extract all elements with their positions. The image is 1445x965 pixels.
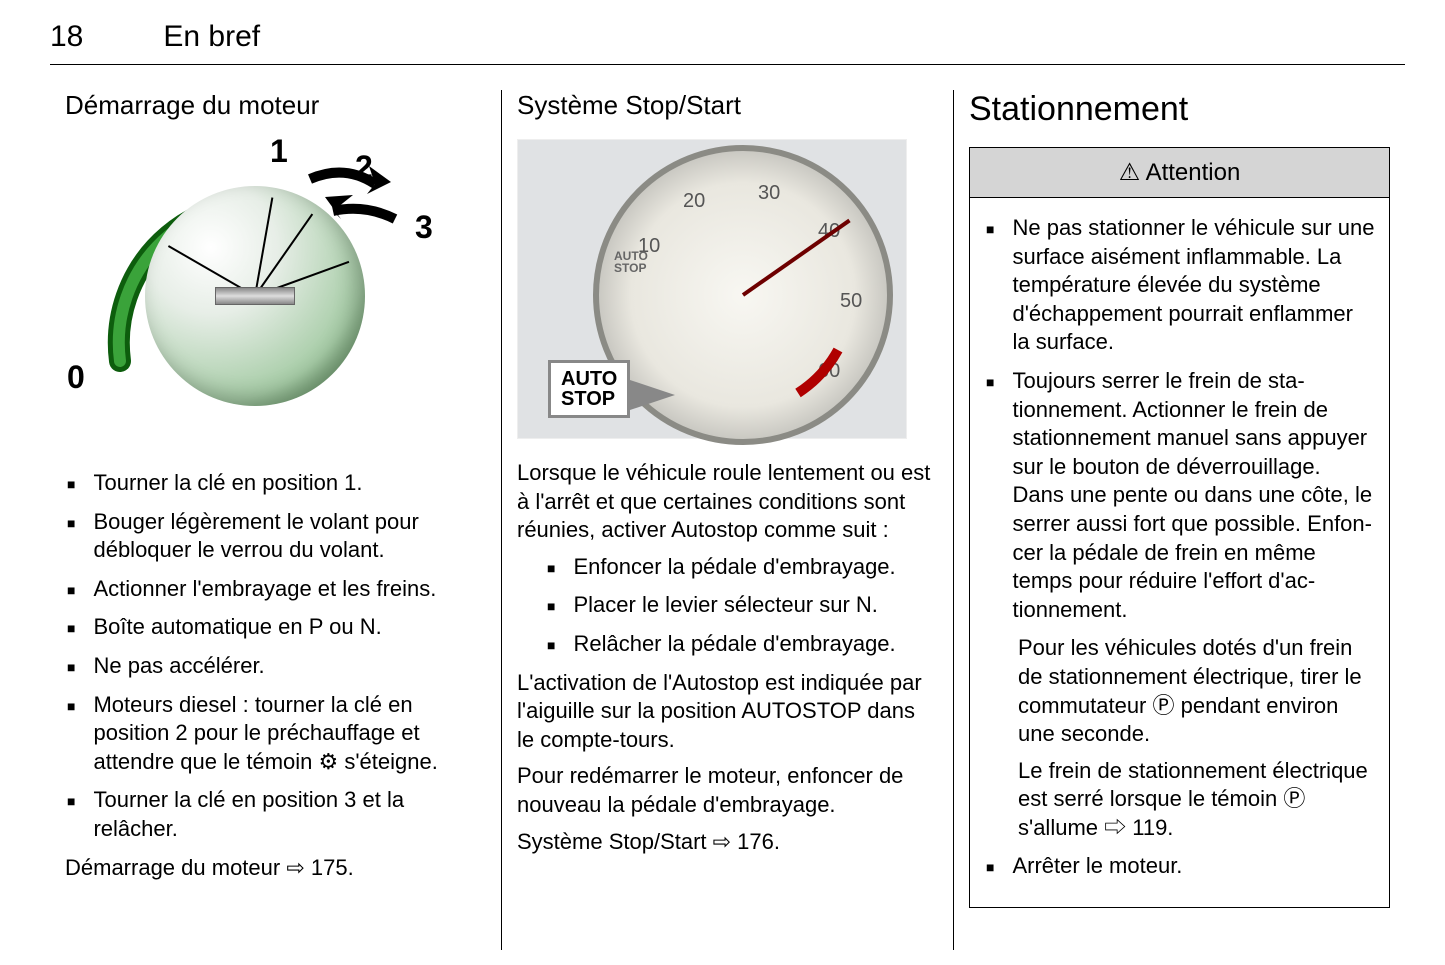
bullet-text: Boîte automatique en P ou N. xyxy=(93,613,381,642)
autostop-callout: AUTO STOP xyxy=(548,360,630,418)
autostop-dial-label: AUTO STOP xyxy=(614,250,648,274)
list-item: Bouger légèrement le volant pour débloqu… xyxy=(65,508,486,565)
list-item: Placer le levier sélecteur sur N. xyxy=(547,591,938,620)
bullet-text: Tourner la clé en position 1. xyxy=(93,469,362,498)
manual-page: 18 En bref Démarrage du moteur 0 1 2 xyxy=(0,0,1445,965)
bullet-text: Placer le levier sélecteur sur N. xyxy=(573,591,877,620)
col1-footer: Démarrage du moteur ⇨ 175. xyxy=(65,854,486,883)
list-item: Arrêter le moteur. xyxy=(984,852,1375,881)
column-1: Démarrage du moteur 0 1 2 3 xyxy=(50,90,502,950)
list-item: Tourner la clé en position 1. xyxy=(65,469,486,498)
page-number: 18 xyxy=(50,20,83,54)
column-2: Système Stop/Start 10 20 30 40 50 60 AUT… xyxy=(502,90,954,950)
bullet-text: Bouger légèrement le volant pour débloqu… xyxy=(93,508,486,565)
bullet-text: Arrêter le moteur. xyxy=(1012,852,1182,881)
bullet-text: Moteurs diesel : tourner la clé en posit… xyxy=(93,691,486,777)
col2-para2: L'activation de l'Autostop est indiquée … xyxy=(517,669,938,755)
bullet-text: Toujours serrer le frein de sta­tionneme… xyxy=(1012,367,1375,624)
key-slot xyxy=(215,287,295,305)
pos-1: 1 xyxy=(270,133,288,170)
col3-bullet-last: Arrêter le moteur. xyxy=(984,852,1375,881)
col2-footer: Système Stop/Start ⇨ 176. xyxy=(517,828,938,857)
pos-0: 0 xyxy=(67,359,85,396)
header-rule xyxy=(50,64,1405,65)
col2-para1: Lorsque le véhicule roule lentement ou e… xyxy=(517,459,938,545)
list-item: Tourner la clé en position 3 et la relâc… xyxy=(65,786,486,843)
col2-para3: Pour redémarrer le moteur, enfoncer de n… xyxy=(517,762,938,819)
col3-bullets: Ne pas stationner le véhicule sur une su… xyxy=(984,214,1375,624)
attention-body: Ne pas stationner le véhicule sur une su… xyxy=(970,198,1389,907)
list-item: Actionner l'embrayage et les freins. xyxy=(65,575,486,604)
list-item: Ne pas accélérer. xyxy=(65,652,486,681)
list-item: Toujours serrer le frein de sta­tionneme… xyxy=(984,367,1375,624)
tachometer-figure: 10 20 30 40 50 60 AUTO STOP AUTO STOP xyxy=(517,139,907,439)
attention-box: ⚠ Attention Ne pas stationner le véhicul… xyxy=(969,147,1390,908)
list-item: Boîte automatique en P ou N. xyxy=(65,613,486,642)
col3-sub1: Pour les véhicules dotés d'un frein de s… xyxy=(984,634,1375,748)
attention-heading: ⚠ Attention xyxy=(970,148,1389,198)
list-item: Ne pas stationner le véhicule sur une su… xyxy=(984,214,1375,357)
section-name: En bref xyxy=(163,20,260,54)
col3-title: Stationnement xyxy=(969,90,1390,129)
list-item: Relâcher la pédale d'embrayage. xyxy=(547,630,938,659)
columns: Démarrage du moteur 0 1 2 3 xyxy=(50,90,1405,950)
bullet-text: Ne pas accélérer. xyxy=(93,652,264,681)
col2-title: Système Stop/Start xyxy=(517,90,938,121)
bullet-text: Ne pas stationner le véhicule sur une su… xyxy=(1012,214,1375,357)
bullet-text: Relâcher la pédale d'embrayage. xyxy=(573,630,895,659)
col1-bullets: Tourner la clé en position 1. Bouger lég… xyxy=(65,469,486,844)
column-3: Stationnement ⚠ Attention Ne pas station… xyxy=(954,90,1405,950)
col1-title: Démarrage du moteur xyxy=(65,90,486,121)
col3-sub2: Le frein de stationnement élec­trique es… xyxy=(984,757,1375,843)
bullet-text: Tourner la clé en position 3 et la relâc… xyxy=(93,786,486,843)
ignition-arrows xyxy=(305,159,425,249)
col2-bullets: Enfoncer la pédale d'embrayage. Placer l… xyxy=(517,553,938,659)
list-item: Enfoncer la pédale d'embrayage. xyxy=(547,553,938,582)
page-header: 18 En bref xyxy=(50,0,1405,54)
bullet-text: Actionner l'embrayage et les freins. xyxy=(93,575,436,604)
list-item: Moteurs diesel : tourner la clé en posit… xyxy=(65,691,486,777)
ignition-figure: 0 1 2 3 xyxy=(65,139,445,429)
bullet-text: Enfoncer la pédale d'embrayage. xyxy=(573,553,895,582)
